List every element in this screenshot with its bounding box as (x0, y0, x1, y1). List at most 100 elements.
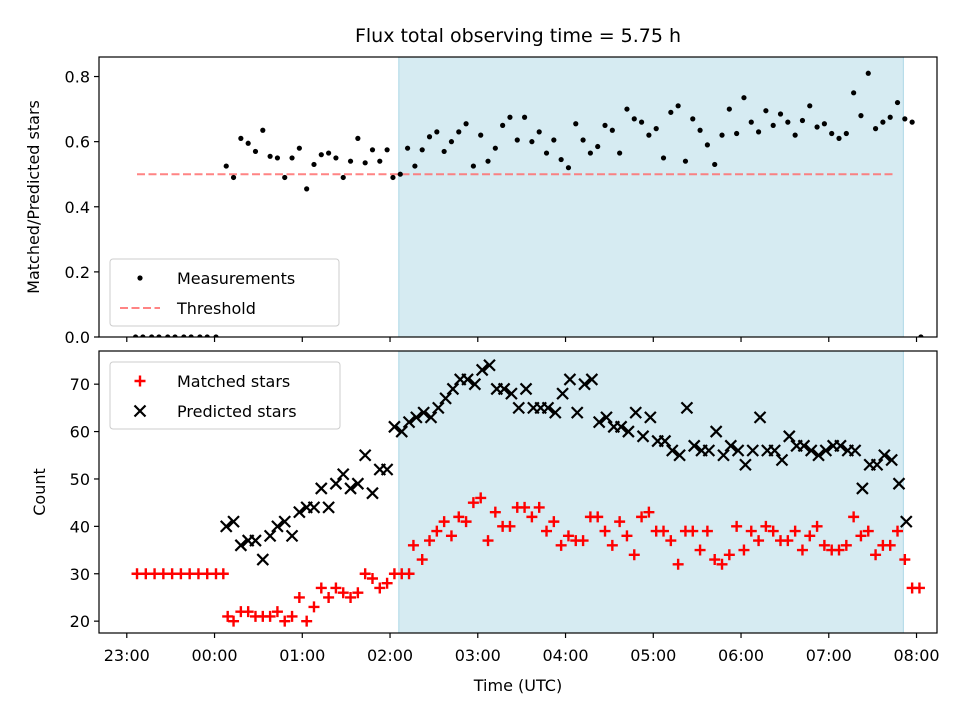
data-point (478, 132, 484, 138)
data-point (468, 377, 482, 391)
data-point (507, 114, 513, 120)
legend-label: Measurements (177, 269, 295, 288)
data-point (238, 135, 244, 141)
data-point (851, 90, 857, 96)
data-point (470, 163, 476, 169)
y-tick-label: 70 (70, 375, 90, 394)
data-point (746, 444, 760, 457)
data-point (578, 377, 591, 391)
data-point (872, 126, 879, 132)
data-point (410, 411, 423, 424)
data-point (374, 582, 386, 594)
data-point (492, 145, 498, 151)
data-point (614, 420, 628, 434)
y-axis-label: Matched/Predicted stars (24, 100, 43, 294)
data-point (453, 511, 465, 523)
data-point (286, 610, 298, 622)
data-point (252, 148, 259, 155)
data-point (753, 411, 767, 424)
data-point (149, 334, 155, 337)
data-point (836, 135, 842, 141)
data-point (870, 549, 882, 561)
data-point (512, 401, 526, 415)
data-point (602, 122, 608, 128)
series-predicted-stars (219, 358, 913, 566)
data-point (644, 411, 657, 424)
data-point (745, 525, 757, 537)
data-point (263, 529, 277, 543)
data-point (865, 70, 871, 76)
data-point (675, 103, 681, 109)
data-point (792, 132, 798, 138)
data-point (741, 95, 747, 101)
data-point (748, 119, 754, 125)
y-tick-label: 50 (70, 470, 90, 489)
data-point (358, 448, 372, 462)
x-tick-label: 08:00 (893, 646, 939, 665)
x-tick-label: 00:00 (191, 646, 237, 665)
data-point (407, 539, 419, 551)
data-point (347, 158, 354, 164)
data-point (643, 506, 655, 518)
data-point (217, 568, 229, 580)
data-point (819, 444, 833, 457)
data-point (592, 511, 604, 523)
data-point (653, 126, 659, 132)
data-point (289, 155, 295, 161)
observing-window-band (398, 56, 904, 338)
data-point (352, 587, 364, 599)
data-point (519, 382, 533, 396)
data-point (631, 116, 637, 122)
data-point (475, 492, 487, 504)
data-point (426, 134, 433, 140)
data-point (799, 117, 806, 124)
data-point (505, 387, 518, 400)
data-point (377, 158, 383, 164)
data-point (340, 174, 346, 181)
data-point (880, 119, 886, 125)
y-tick-label: 0.0 (65, 328, 90, 347)
data-point (811, 520, 823, 532)
data-point (256, 553, 270, 566)
data-point (381, 577, 393, 589)
data-point (709, 554, 721, 566)
data-point (628, 549, 640, 561)
data-point (504, 520, 516, 532)
data-point (204, 334, 210, 337)
data-point (717, 448, 730, 462)
data-point (355, 135, 361, 141)
data-point (424, 535, 436, 547)
data-point (573, 121, 579, 127)
data-point (821, 121, 827, 127)
data-point (315, 582, 327, 594)
data-point (249, 534, 262, 547)
data-point (463, 121, 469, 127)
data-point (894, 99, 901, 106)
data-point (858, 113, 864, 119)
data-point (716, 558, 728, 570)
data-point (551, 137, 557, 143)
data-point (362, 160, 368, 166)
data-point (673, 448, 686, 462)
data-point (402, 415, 416, 429)
data-point (587, 150, 593, 156)
data-point (595, 143, 601, 150)
data-point (533, 501, 545, 513)
data-point (680, 401, 694, 415)
data-point (388, 420, 401, 434)
data-point (797, 439, 811, 453)
data-point (395, 425, 409, 438)
data-point (330, 582, 342, 594)
data-point (308, 601, 320, 613)
data-point (585, 373, 599, 386)
data-point (782, 535, 794, 547)
data-point (417, 406, 430, 419)
series-matched-stars (131, 492, 925, 627)
data-point (293, 505, 306, 519)
data-point (336, 467, 350, 481)
data-point (439, 392, 452, 405)
data-point (359, 568, 371, 580)
data-point (843, 130, 849, 137)
data-point (646, 132, 652, 138)
